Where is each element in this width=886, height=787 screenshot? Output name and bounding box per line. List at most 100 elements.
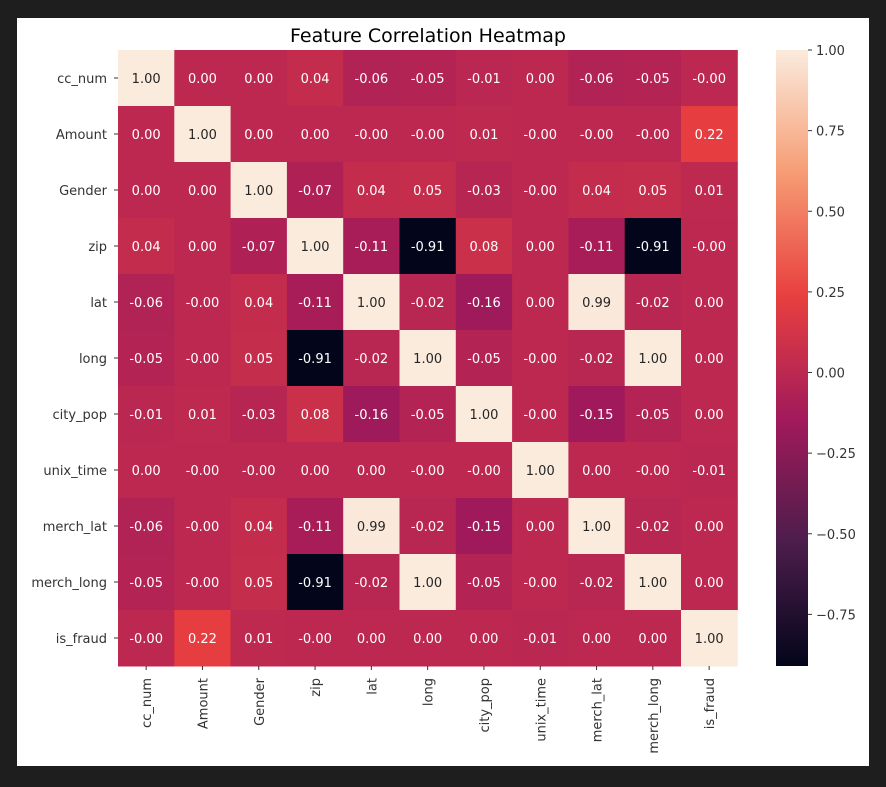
cell-value-label: 0.00: [188, 72, 217, 87]
y-tick-label: merch_lat: [43, 520, 107, 535]
y-tick-label: merch_long: [31, 576, 107, 591]
heatmap-cell: [455, 162, 513, 219]
heatmap-cell: [174, 498, 232, 555]
y-tick-label: unix_time: [43, 464, 107, 479]
heatmap-cell: [681, 330, 738, 387]
heatmap-cell: [568, 386, 626, 443]
heatmap-cell: [455, 330, 513, 387]
cell-value-label: -0.06: [580, 72, 614, 87]
heatmap-cell: [624, 386, 682, 443]
x-axis-ticks: cc_num Amount Gender zip lat long city_pop unix…: [140, 666, 718, 754]
heatmap-cells: 1.00 0.00 0.00 0.04 -0.06 -0.05 -0.01 0.00 -0.06…: [118, 50, 738, 667]
cell-value-label: -0.16: [355, 408, 389, 423]
cell-value-label: 0.08: [301, 408, 330, 423]
cell-value-label: -0.02: [411, 520, 445, 535]
heatmap-cell: [568, 162, 626, 219]
heatmap-cell: [286, 162, 344, 219]
heatmap-cell: [343, 442, 400, 499]
heatmap-cell: [512, 386, 569, 443]
y-tick-label: is_fraud: [56, 632, 107, 647]
heatmap-cell: [568, 218, 626, 275]
heatmap-chart: Feature Correlation Heatmap 1.00 0.00 0.00…: [31, 25, 856, 754]
x-tick-label: Gender: [253, 677, 268, 726]
cell-value-label: -0.00: [523, 408, 557, 423]
cell-value-label: 0.01: [469, 128, 498, 143]
heatmap-cell: [681, 162, 738, 219]
heatmap-cell: [343, 50, 400, 107]
heatmap-cell: [681, 442, 738, 499]
x-tick-label: long: [422, 678, 437, 706]
heatmap-cell: [343, 106, 400, 163]
heatmap-cell: [343, 330, 400, 387]
cell-value-label: 1.00: [638, 576, 667, 591]
heatmap-cell: [455, 106, 513, 163]
heatmap-cell: [118, 386, 175, 443]
heatmap-cell: [681, 498, 738, 555]
cell-value-label: 0.01: [188, 408, 217, 423]
heatmap-cell: [286, 218, 344, 275]
cell-value-label: 1.00: [188, 128, 217, 143]
cell-value-label: -0.05: [636, 408, 670, 423]
heatmap-cell: [174, 106, 232, 163]
cell-value-label: 1.00: [582, 520, 611, 535]
heatmap-cell: [286, 50, 344, 107]
cell-value-label: 0.00: [132, 464, 161, 479]
heatmap-cell: [174, 162, 232, 219]
cell-value-label: -0.06: [355, 72, 389, 87]
x-tick-label: zip: [309, 678, 324, 697]
cell-value-label: -0.06: [129, 520, 163, 535]
heatmap-cell: [399, 330, 457, 387]
cell-value-label: 0.01: [695, 184, 724, 199]
cell-value-label: -0.01: [692, 464, 726, 479]
y-tick-label: city_pop: [52, 408, 107, 423]
heatmap-cell: [512, 106, 569, 163]
heatmap-cell: [512, 442, 569, 499]
cell-value-label: -0.91: [411, 240, 445, 255]
colorbar-gradient: [776, 50, 808, 666]
x-tick-label: merch_lat: [591, 678, 606, 742]
cell-value-label: 0.00: [526, 520, 555, 535]
heatmap-cell: [399, 498, 457, 555]
heatmap-cell: [568, 50, 626, 107]
cell-value-label: -0.11: [355, 240, 389, 255]
heatmap-cell: [455, 386, 513, 443]
heatmap-cell: [624, 274, 682, 331]
cell-value-label: 0.05: [244, 352, 273, 367]
cell-value-label: -0.05: [129, 352, 163, 367]
heatmap-cell: [512, 50, 569, 107]
cell-value-label: 0.00: [638, 632, 667, 647]
heatmap-cell: [399, 162, 457, 219]
cell-value-label: -0.00: [523, 352, 557, 367]
cell-value-label: -0.03: [242, 408, 276, 423]
heatmap-cell: [512, 610, 569, 667]
cell-value-label: 0.00: [357, 632, 386, 647]
heatmap-cell: [118, 106, 175, 163]
heatmap-cell: [681, 386, 738, 443]
heatmap-cell: [230, 498, 288, 555]
cell-value-label: -0.01: [523, 632, 557, 647]
cell-value-label: -0.05: [467, 352, 501, 367]
cell-value-label: -0.06: [129, 296, 163, 311]
cell-value-label: 0.00: [132, 184, 161, 199]
heatmap-cell: [624, 330, 682, 387]
heatmap-cell: [399, 274, 457, 331]
cell-value-label: 1.00: [244, 184, 273, 199]
heatmap-cell: [118, 162, 175, 219]
heatmap-cell: [118, 498, 175, 555]
cell-value-label: -0.15: [580, 408, 614, 423]
cell-value-label: -0.03: [467, 184, 501, 199]
heatmap-cell: [174, 330, 232, 387]
cell-value-label: -0.02: [636, 520, 670, 535]
heatmap-cell: [230, 442, 288, 499]
cell-value-label: -0.02: [636, 296, 670, 311]
heatmap-cell: [286, 498, 344, 555]
colorbar-tick-label: −0.50: [816, 528, 856, 543]
heatmap-cell: [230, 50, 288, 107]
heatmap-cell: [174, 386, 232, 443]
cell-value-label: 0.00: [301, 464, 330, 479]
figure: Feature Correlation Heatmap 1.00 0.00 0.00…: [17, 18, 869, 766]
heatmap-cell: [343, 274, 400, 331]
heatmap-cell: [624, 218, 682, 275]
cell-value-label: -0.91: [298, 576, 332, 591]
heatmap-cell: [624, 106, 682, 163]
